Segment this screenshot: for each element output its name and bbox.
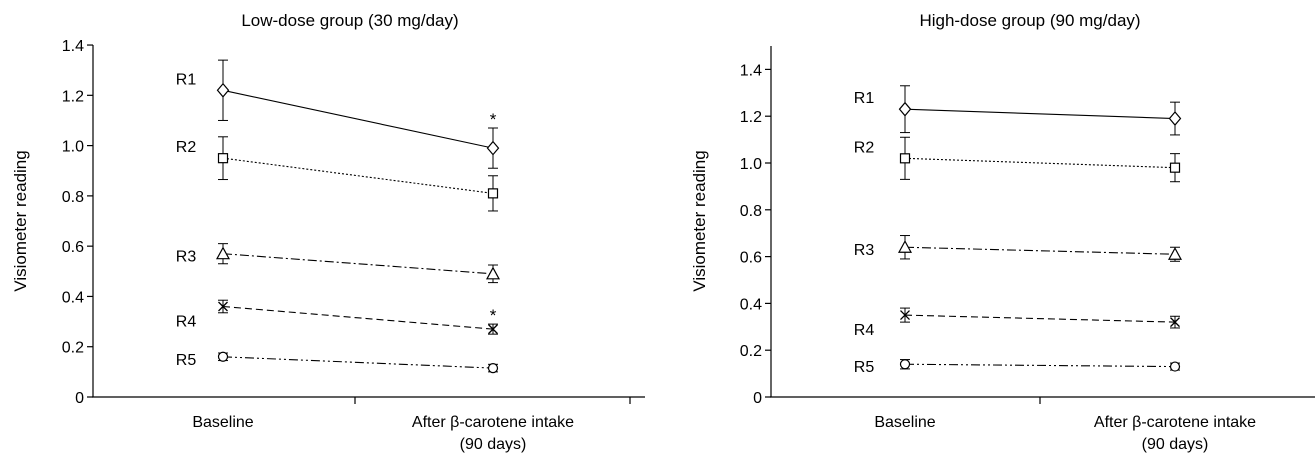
series-label: R1 bbox=[176, 71, 197, 88]
y-tick-label: 1.4 bbox=[62, 38, 84, 55]
series-label: R5 bbox=[176, 352, 197, 369]
x-category-label-line: Baseline bbox=[192, 414, 253, 431]
series-label: R5 bbox=[854, 359, 875, 376]
x-category-label: Baseline bbox=[192, 414, 253, 431]
y-axis-label: Visiometer reading bbox=[11, 150, 30, 291]
data-point-marker bbox=[488, 324, 498, 335]
data-point-marker bbox=[217, 351, 229, 362]
series-label: R2 bbox=[176, 139, 197, 156]
y-tick-label: 1.2 bbox=[62, 88, 84, 105]
series-label: R2 bbox=[854, 139, 875, 156]
data-point-marker bbox=[899, 153, 911, 164]
data-point-marker bbox=[217, 153, 229, 164]
data-point-marker bbox=[898, 101, 912, 117]
data-point-marker bbox=[1169, 361, 1181, 372]
data-point-marker bbox=[216, 82, 230, 98]
y-tick-label: 1.4 bbox=[740, 62, 762, 79]
y-tick-label: 1.2 bbox=[740, 109, 762, 126]
x-category-label-line: After β-carotene intake bbox=[1094, 414, 1256, 431]
y-tick-label: 0.2 bbox=[740, 343, 762, 360]
data-point-marker bbox=[897, 239, 913, 253]
low-dose-panel: Low-dose group (30 mg/day) Visiometer rea… bbox=[11, 11, 645, 453]
data-point-marker bbox=[485, 266, 501, 280]
y-tick-label: 1.0 bbox=[740, 156, 762, 173]
chart-title: High-dose group (90 mg/day) bbox=[919, 11, 1140, 30]
series-r3: R3 bbox=[176, 243, 501, 284]
data-point-marker bbox=[1168, 111, 1182, 126]
series-r5: R5 bbox=[176, 351, 499, 374]
series-line bbox=[904, 314, 1176, 323]
series-line bbox=[222, 356, 494, 369]
significance-marker: * bbox=[490, 110, 497, 129]
x-category-label-line: After β-carotene intake bbox=[412, 414, 574, 431]
series-label: R4 bbox=[176, 313, 197, 330]
data-point-marker bbox=[1170, 317, 1180, 328]
series-r2: R2 bbox=[854, 136, 1181, 183]
series-line bbox=[904, 108, 1176, 120]
series-label: R3 bbox=[854, 242, 875, 259]
series-line bbox=[222, 89, 494, 149]
data-point-marker bbox=[486, 140, 500, 156]
x-category-label-line: (90 days) bbox=[460, 436, 527, 453]
x-category-label: Baseline bbox=[874, 414, 935, 431]
x-category-label: After β-carotene intake (90 days) bbox=[1094, 414, 1256, 453]
data-point-marker bbox=[1167, 247, 1183, 260]
data-point-marker bbox=[215, 246, 231, 260]
series-r5: R5 bbox=[854, 359, 1181, 376]
data-point-marker bbox=[1169, 162, 1181, 173]
series-r1: R1 bbox=[854, 85, 1182, 136]
series-line bbox=[904, 246, 1176, 255]
x-category-label: After β-carotene intake (90 days) bbox=[412, 414, 574, 453]
chart-title: Low-dose group (30 mg/day) bbox=[241, 11, 458, 30]
significance-marker: * bbox=[490, 306, 497, 325]
y-tick-label: 0 bbox=[75, 390, 84, 407]
x-category-label-line: (90 days) bbox=[1142, 436, 1209, 453]
series-line bbox=[904, 157, 1176, 169]
series-line bbox=[222, 157, 494, 194]
y-tick-label: 0.8 bbox=[740, 203, 762, 220]
data-point-marker bbox=[487, 188, 499, 199]
series-r1: * R1 bbox=[176, 59, 500, 169]
series-r2: R2 bbox=[176, 136, 499, 212]
series-r4: R4 bbox=[854, 307, 1180, 339]
series-label: R4 bbox=[854, 322, 875, 339]
y-tick-label: 0.2 bbox=[62, 340, 84, 357]
series-line bbox=[222, 305, 494, 330]
series-line bbox=[904, 363, 1176, 368]
y-tick-label: 0.6 bbox=[740, 250, 762, 267]
y-tick-label: 0.6 bbox=[62, 239, 84, 256]
y-tick-label: 0.4 bbox=[62, 289, 84, 306]
y-axis-label: Visiometer reading bbox=[690, 150, 709, 291]
y-tick-label: 0.8 bbox=[62, 189, 84, 206]
data-point-marker bbox=[900, 310, 910, 321]
y-tick-label: 1.0 bbox=[62, 139, 84, 156]
y-tick-label: 0.4 bbox=[740, 296, 762, 313]
series-label: R3 bbox=[176, 249, 197, 266]
x-category-label-line: Baseline bbox=[874, 414, 935, 431]
series-r4: * R4 bbox=[176, 299, 498, 335]
data-point-marker bbox=[218, 301, 228, 312]
series-line bbox=[222, 253, 494, 275]
series-label: R1 bbox=[854, 90, 875, 107]
high-dose-panel: High-dose group (90 mg/day) Visiometer re… bbox=[690, 11, 1315, 453]
data-point-marker bbox=[487, 362, 499, 374]
y-tick-label: 0 bbox=[753, 390, 762, 407]
series-r3: R3 bbox=[854, 235, 1183, 262]
data-point-marker bbox=[899, 359, 911, 370]
